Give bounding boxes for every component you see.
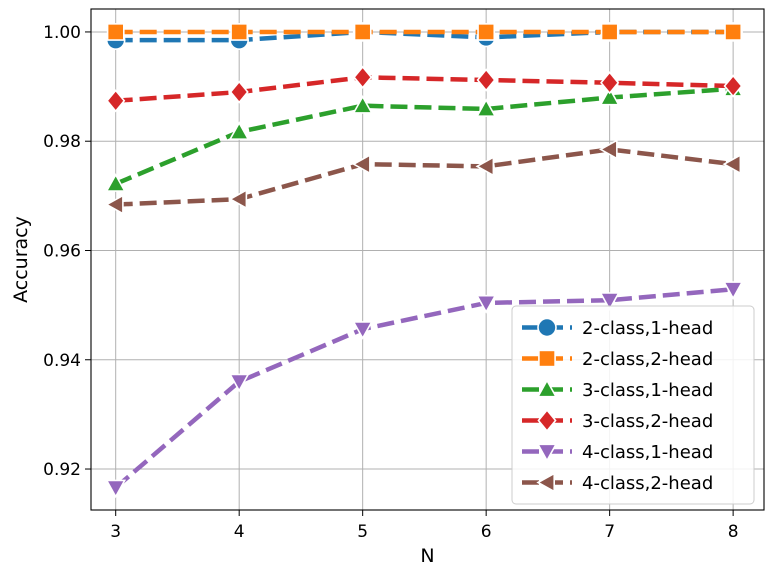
- legend-marker: [538, 349, 556, 368]
- data-point: [353, 65, 373, 89]
- data-point: [722, 153, 742, 175]
- series-4: [105, 281, 744, 499]
- y-tick-label: 0.92: [43, 460, 81, 480]
- legend-marker: [537, 317, 557, 338]
- x-tick-label: 7: [604, 522, 615, 542]
- series-3: [106, 65, 743, 113]
- data-point: [724, 23, 743, 41]
- data-point: [352, 95, 374, 114]
- data-point: [722, 281, 744, 300]
- legend-marker: [536, 443, 558, 463]
- data-point: [229, 80, 249, 104]
- legend-label: 4-class,1-head: [582, 442, 713, 463]
- y-axis-label: Accuracy: [10, 216, 32, 303]
- data-point: [105, 479, 127, 499]
- data-point: [353, 23, 372, 41]
- legend-entry: 3-class,1-head: [522, 378, 713, 401]
- legend-entry: 4-class,2-head: [522, 472, 713, 494]
- data-point: [599, 292, 621, 311]
- legend-label: 2-class,1-head: [582, 318, 713, 339]
- data-point: [352, 153, 371, 175]
- legend-label: 4-class,2-head: [582, 473, 713, 494]
- data-point: [105, 194, 124, 215]
- data-point: [598, 139, 618, 160]
- series-line: [115, 75, 734, 104]
- x-tick-label: 3: [110, 522, 121, 542]
- series-line: [115, 147, 734, 207]
- legend-entry: 4-class,1-head: [522, 442, 713, 463]
- series-1: [106, 23, 743, 41]
- legend-label: 2-class,2-head: [582, 349, 713, 370]
- legend-box: [511, 305, 755, 505]
- legend: 2-class,1-head 2-class,2-head 3-class,1-he…: [511, 305, 755, 505]
- x-axis-ticks: 3 4 5 6 7 8: [110, 510, 739, 542]
- data-point: [476, 68, 496, 92]
- data-point: [600, 23, 619, 41]
- series-5: [105, 139, 742, 215]
- data-point: [230, 23, 249, 41]
- y-tick-label: 1.00: [43, 23, 81, 43]
- x-tick-label: 5: [357, 522, 368, 542]
- data-point: [723, 74, 743, 98]
- data-point: [475, 294, 497, 314]
- series-layer: [105, 22, 744, 499]
- legend-entry: 2-class,1-head: [522, 317, 713, 339]
- data-point: [105, 173, 127, 192]
- x-tick-label: 8: [728, 522, 739, 542]
- series-line: [114, 86, 734, 186]
- data-point: [475, 98, 497, 117]
- x-tick-label: 4: [234, 522, 245, 542]
- legend-marker: [536, 472, 556, 493]
- legend-entry: 3-class,2-head: [522, 408, 713, 433]
- y-tick-label: 0.94: [43, 351, 81, 371]
- y-axis-ticks: 0.92 0.94 0.96 0.98 1.00: [43, 23, 91, 480]
- legend-label: 3-class,1-head: [582, 380, 713, 401]
- data-point: [228, 121, 250, 140]
- data-point: [106, 89, 126, 113]
- x-axis-label: N: [420, 545, 434, 567]
- y-tick-label: 0.98: [43, 132, 81, 152]
- legend-marker: [536, 378, 558, 398]
- x-tick-label: 6: [481, 522, 492, 542]
- data-point: [477, 23, 496, 41]
- data-point: [475, 155, 495, 177]
- plot-frame: [90, 8, 765, 511]
- data-point: [599, 86, 621, 106]
- data-point: [600, 71, 620, 95]
- data-point: [106, 23, 125, 41]
- legend-marker: [537, 408, 557, 433]
- legend-entry: 2-class,2-head: [522, 349, 713, 370]
- legend-label: 3-class,2-head: [582, 411, 713, 432]
- data-point: [352, 321, 374, 340]
- data-point: [228, 373, 250, 393]
- series-line: [114, 287, 734, 490]
- data-point: [228, 188, 248, 210]
- y-tick-label: 0.96: [43, 241, 81, 261]
